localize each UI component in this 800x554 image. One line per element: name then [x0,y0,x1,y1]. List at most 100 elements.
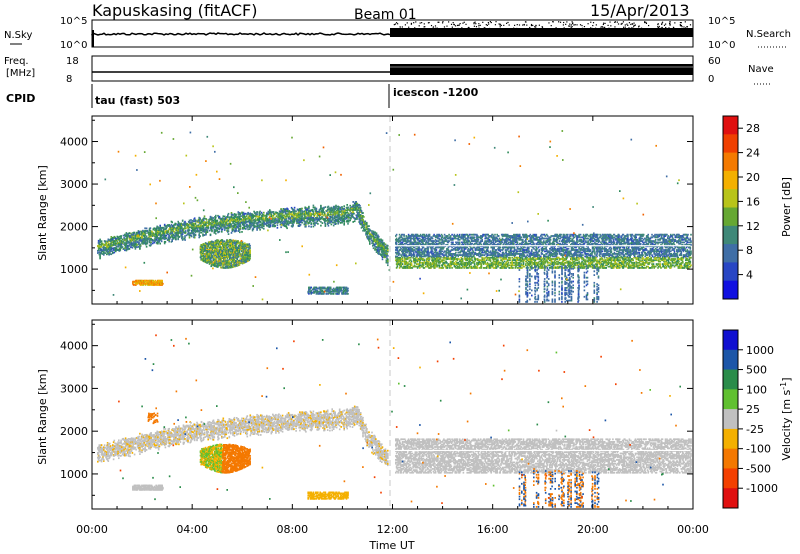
echo-cell [387,254,389,257]
echo-cell [211,229,213,231]
echo-cell [333,205,336,208]
echo-cell [203,215,206,218]
echo-cell [249,244,251,247]
echo-cell [171,232,173,234]
nsearch-dot [679,24,681,26]
echo-cell [162,282,164,285]
nsearch-dot [456,24,459,27]
echo-cell [215,262,218,265]
echo-cell [237,240,239,242]
echo-cell [196,228,199,231]
echo-cell [419,233,422,236]
echo-cell [387,244,389,247]
echo-cell [341,289,343,292]
echo-cell [348,213,351,216]
echo-cell [123,239,125,242]
echo-cell [188,236,191,239]
echo-cell [142,233,144,236]
nsearch-dot [474,21,476,23]
echo-cell [124,233,126,236]
echo-cell [110,243,113,245]
echo-cell [231,230,234,232]
echo-cell [239,215,242,217]
nsearch-dot [679,25,682,27]
echo-cell [121,246,124,248]
echo-cell [139,233,141,236]
echo-cell [169,225,172,227]
echo-cell [130,246,132,248]
beam-title: Beam 01 [354,7,417,23]
echo-cell [181,219,184,222]
echo-cell [118,238,121,240]
echo-cell [287,220,290,222]
nsearch-dot [454,25,457,27]
echo-cell [320,286,322,289]
nsearch-dot [581,24,583,27]
echo-cell [112,247,114,250]
echo-cell [145,236,147,239]
echo-cell [181,223,184,226]
echo-cell [270,215,273,218]
echo-cell [212,217,215,219]
nsearch-dot [601,26,603,28]
echo-cell [370,235,373,238]
nsearch-dot [421,22,423,24]
echo-cell [190,227,193,229]
echo-cell [168,239,170,242]
echo-cell [227,230,230,233]
echo-cell [294,212,297,215]
echo-cell [142,230,145,233]
echo-cell [193,220,195,222]
echo-cell [163,223,166,226]
echo-cell [276,226,279,229]
nsearch-dot [633,22,635,24]
echo-cell [103,247,106,249]
echo-cell [208,219,211,222]
echo-cell [139,243,142,246]
nsearch-dot [408,26,410,28]
echo-cell [184,231,187,233]
echo-cell [139,239,141,241]
echo-cell [349,219,351,222]
echo-cell [100,244,103,247]
echo-cell [422,246,425,249]
echo-cell [359,204,361,207]
nsearch-dot [657,26,659,28]
echo-cell [154,279,157,282]
nsearch-dot [468,27,470,29]
echo-cell [268,223,270,226]
echo-cell [312,204,315,207]
echo-cell [144,227,146,230]
echo-cell [288,215,291,218]
nsearch-dot [583,25,586,28]
echo-cell [101,253,104,255]
echo-cell [215,230,217,232]
echo-cell [149,231,152,234]
echo-cell [194,222,197,225]
nsearch-dot [602,26,604,28]
echo-cell [99,253,101,256]
echo-cell [310,289,312,292]
echo-cell [205,228,208,231]
echo-cell [387,264,389,267]
echo-cell [249,247,251,249]
echo-cell [312,210,315,213]
echo-cell [341,206,343,208]
echo-cell [305,225,307,228]
echo-cell [170,223,173,226]
echo-cell [346,211,348,214]
echo-cell [324,213,327,216]
echo-cell [208,262,211,264]
nsearch-dot [669,23,671,25]
echo-cell [199,217,201,220]
echo-cell [178,222,180,224]
echo-cell [249,249,251,251]
echo-cell [99,240,101,242]
echo-cell [318,219,321,222]
nsearch-label: N.Search [746,29,791,40]
echo-cell [358,213,360,216]
nsearch-dot [621,23,623,25]
nsearch-dot [434,27,437,29]
echo-cell [298,216,300,219]
echo-cell [248,213,250,215]
